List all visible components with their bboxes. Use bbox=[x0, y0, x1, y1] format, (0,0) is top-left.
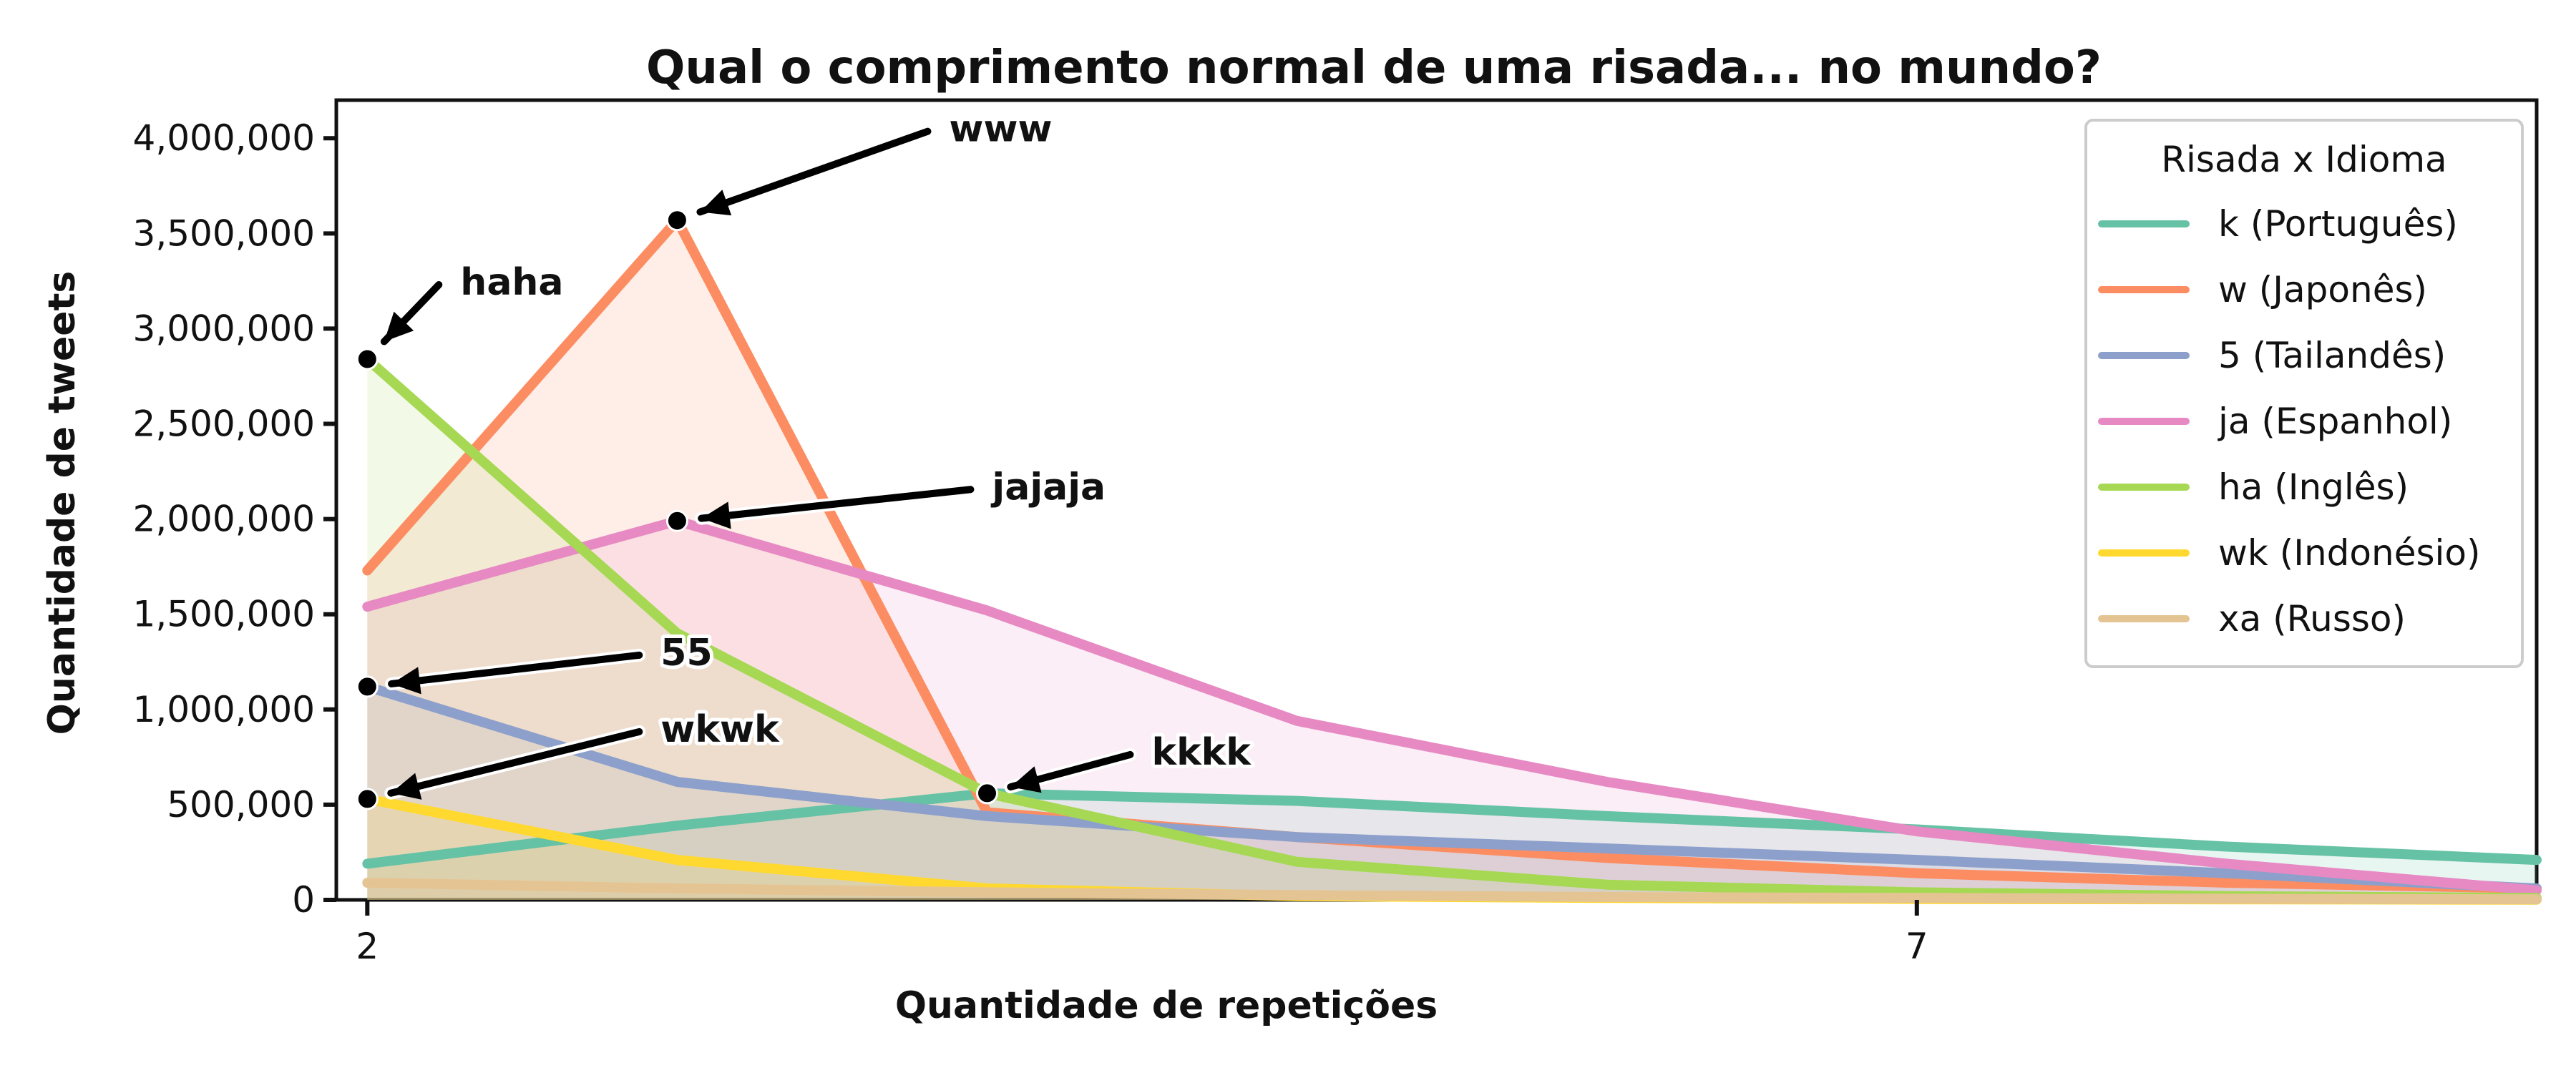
series-area-4 bbox=[367, 359, 2537, 900]
plot-area: 0 500,000 1,000,000 1,500,000 2,000,000 2,500… bbox=[133, 98, 2542, 967]
y-tick-label-0: 0 bbox=[292, 879, 315, 921]
annotation-label-3: 55 bbox=[660, 632, 712, 675]
annotation-point-3 bbox=[356, 675, 379, 698]
annotation-arrow-2 bbox=[698, 486, 975, 522]
annotation-arrowhead-1 bbox=[700, 190, 732, 216]
y-tick-label-4: 2,000,000 bbox=[133, 499, 315, 540]
annotation-point-1 bbox=[665, 209, 688, 232]
chart-title: Qual o comprimento normal de uma risada.… bbox=[646, 41, 2102, 94]
legend-box bbox=[2084, 119, 2524, 668]
series-line-0 bbox=[362, 788, 2542, 869]
annotation-point-0 bbox=[356, 348, 379, 371]
legend-label-5: wk (Indonésio) bbox=[2218, 532, 2481, 574]
y-tick-label-6: 3,000,000 bbox=[133, 308, 315, 349]
legend-label-6: xa (Russo) bbox=[2218, 598, 2406, 640]
series-area-2 bbox=[367, 686, 2537, 900]
annotation-arrowhead-4 bbox=[391, 773, 422, 800]
annotation-label-1: www bbox=[949, 108, 1052, 151]
annotation-arrow-3 bbox=[388, 651, 643, 687]
series-area-1 bbox=[367, 220, 2537, 900]
legend-label-1: w (Japonês) bbox=[2218, 269, 2427, 310]
y-tick-label-2: 1,000,000 bbox=[133, 689, 315, 730]
legend-label-4: ha (Inglês) bbox=[2218, 466, 2409, 508]
legend-label-2: 5 (Tailandês) bbox=[2218, 335, 2446, 376]
annotation-label-5: kkkk bbox=[1152, 731, 1252, 774]
annotation-label-4: wkwk bbox=[660, 708, 780, 751]
annotation-point-4 bbox=[356, 788, 379, 810]
annotation-label-0: haha bbox=[460, 261, 563, 304]
series-line-6 bbox=[362, 878, 2542, 905]
x-tick-label-0: 2 bbox=[356, 926, 379, 967]
x-axis-label: Quantidade de repetições bbox=[895, 984, 1438, 1027]
y-tick-label-1: 500,000 bbox=[167, 784, 315, 825]
annotation-point-2 bbox=[665, 509, 688, 532]
series-line-2 bbox=[362, 681, 2542, 893]
legend: Risada x Idioma k (Português) w (Japonês) 5… bbox=[2084, 119, 2524, 668]
y-axis-label: Quantidade de tweets bbox=[41, 271, 84, 735]
legend-title: Risada x Idioma bbox=[2161, 139, 2446, 180]
y-tick-label-8: 4,000,000 bbox=[133, 117, 315, 159]
annotation-arrowhead-5 bbox=[1010, 766, 1042, 793]
annotation-point-5 bbox=[976, 782, 999, 805]
annotation-arrowhead-0 bbox=[384, 311, 414, 342]
annotation-arrowhead-3 bbox=[391, 667, 421, 695]
legend-label-3: ja (Espanhol) bbox=[2218, 401, 2452, 442]
annotation-arrow-1 bbox=[696, 127, 932, 216]
legend-label-0: k (Português) bbox=[2218, 203, 2458, 245]
annotation-arrowhead-2 bbox=[701, 501, 731, 529]
y-tick-label-7: 3,500,000 bbox=[133, 212, 315, 254]
x-tick-label-1: 7 bbox=[1906, 926, 1928, 967]
annotation-label-2: jajaja bbox=[990, 466, 1106, 509]
y-tick-label-3: 1,500,000 bbox=[133, 594, 315, 635]
series-line-3 bbox=[362, 516, 2542, 896]
annotation-arrow-4 bbox=[387, 727, 643, 797]
y-tick-label-5: 2,500,000 bbox=[133, 403, 315, 445]
